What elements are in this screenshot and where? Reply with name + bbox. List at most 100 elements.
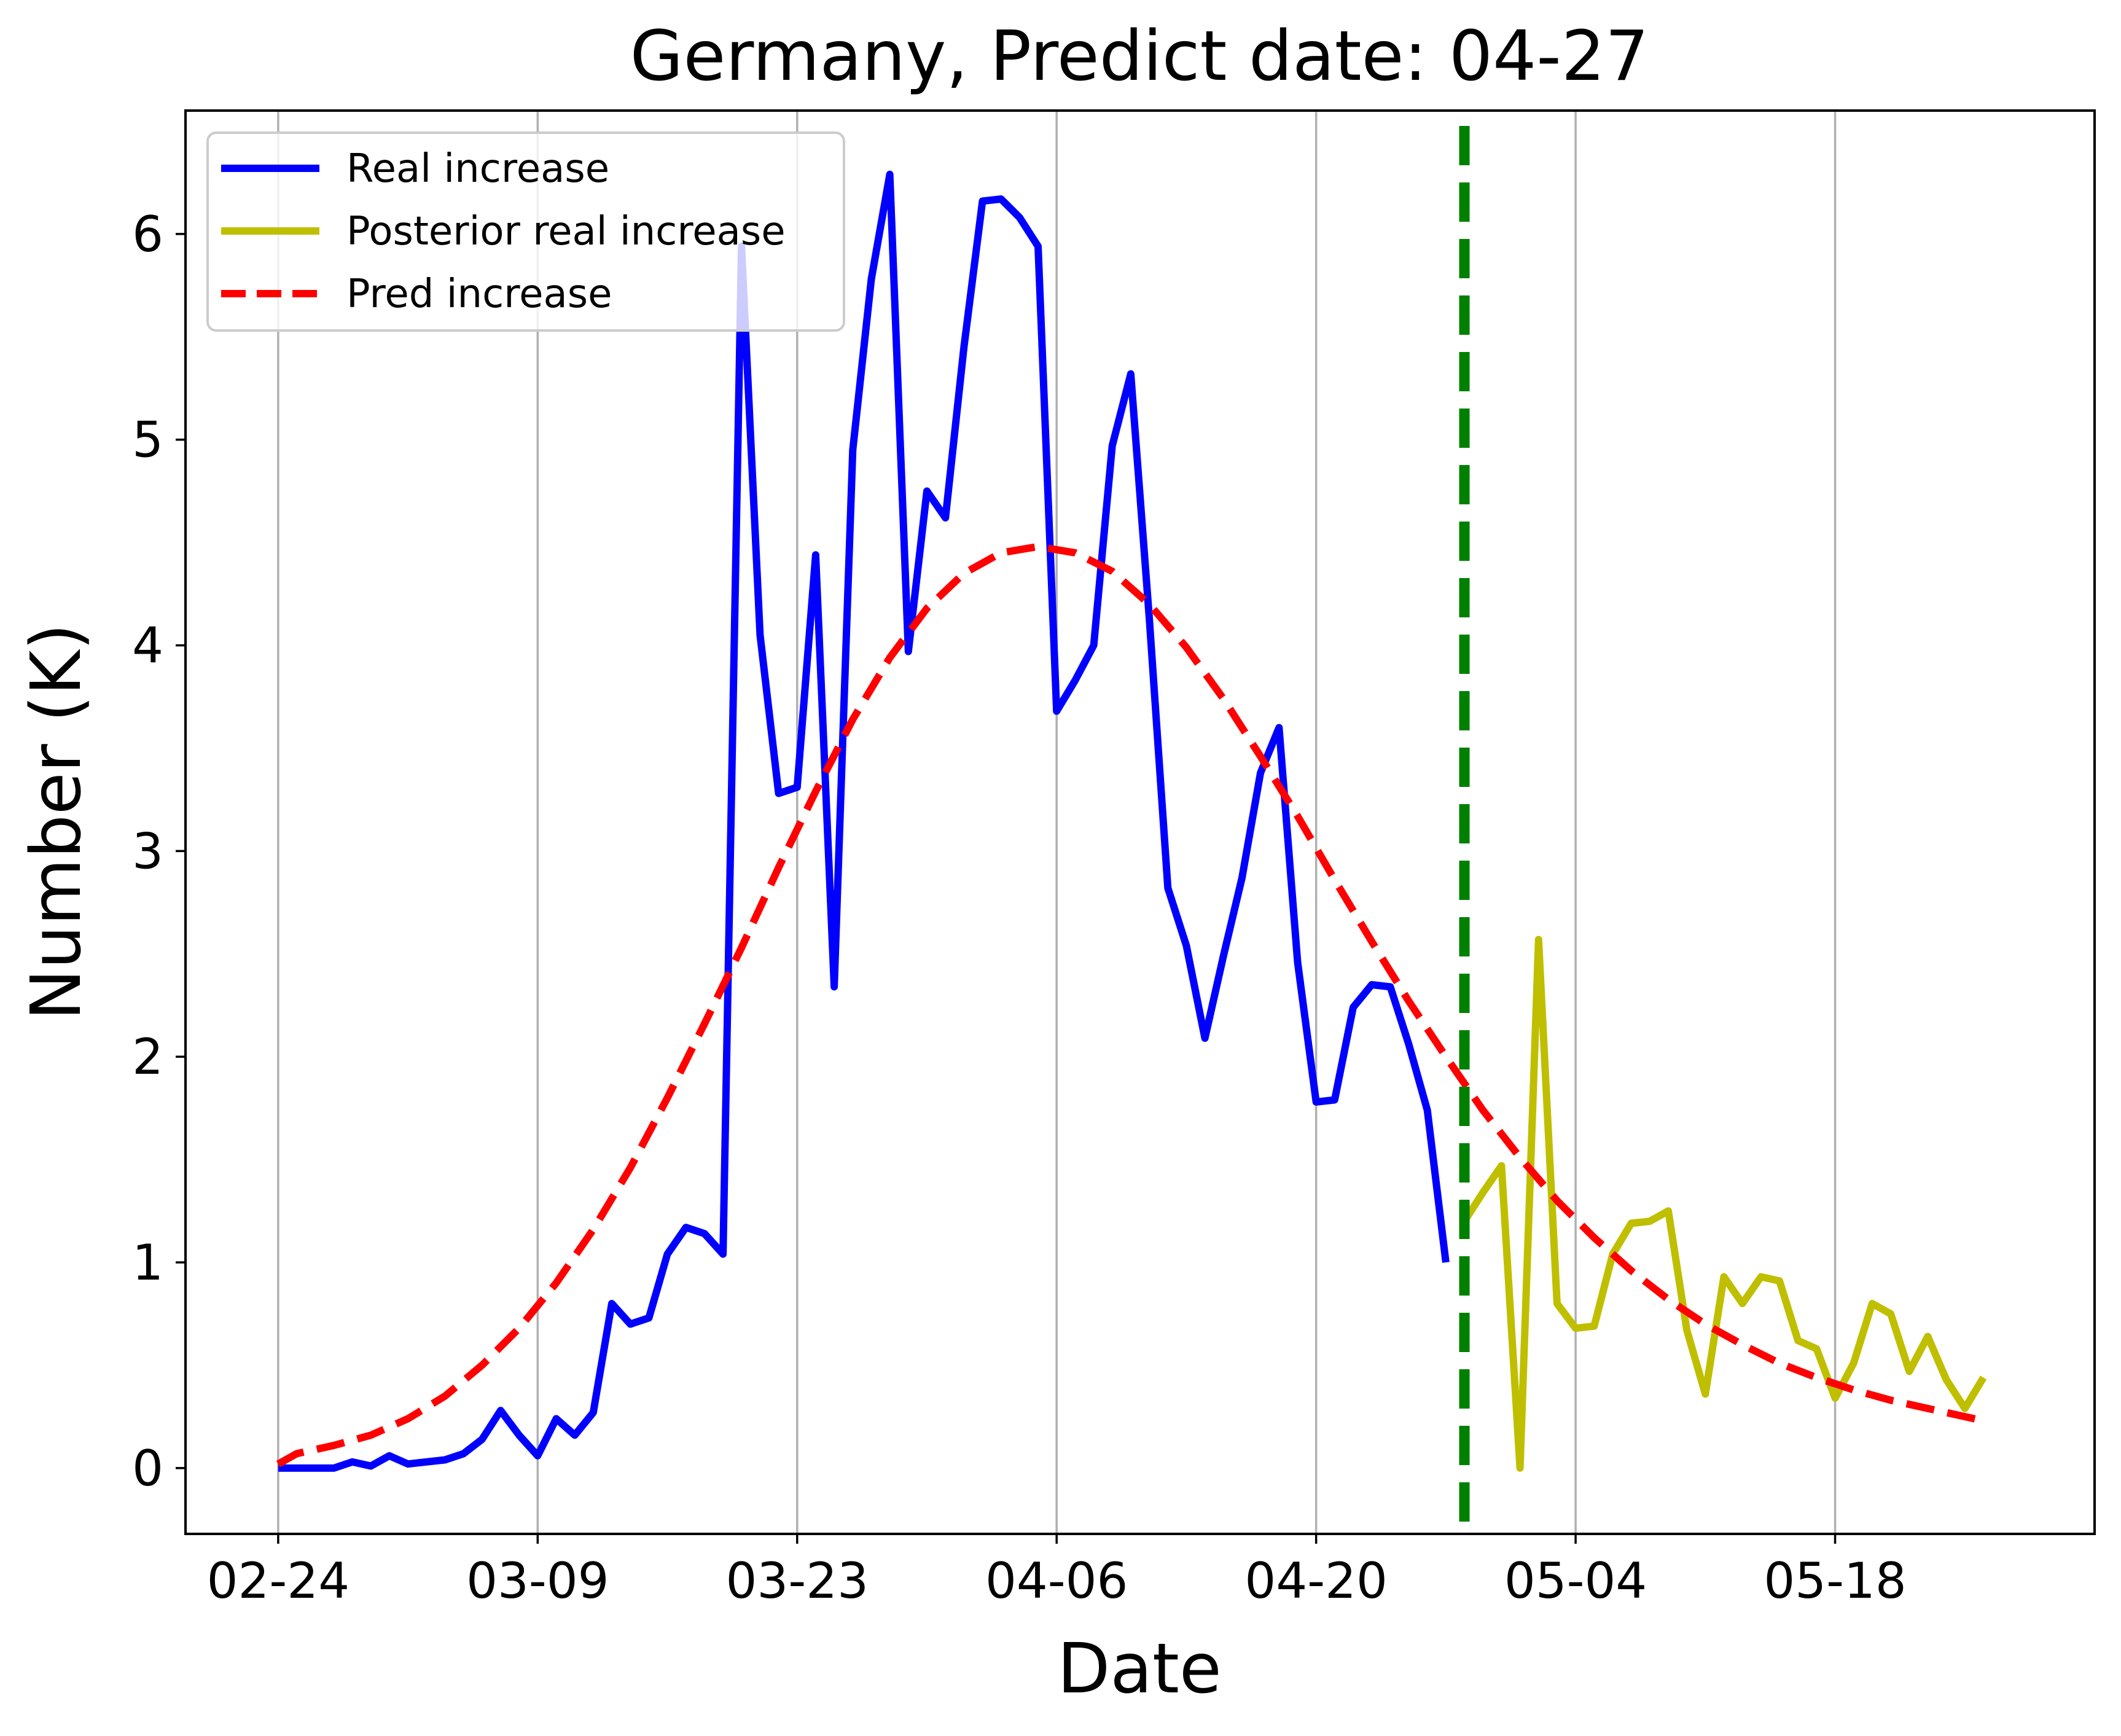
data-point (574, 1434, 576, 1436)
data-point (963, 573, 964, 574)
data-point (407, 1463, 408, 1464)
data-point (1705, 1324, 1706, 1325)
data-point (1593, 1326, 1595, 1327)
series-1 (1461, 936, 1987, 1472)
series-line (1461, 936, 1987, 1472)
data-point (1316, 1101, 1317, 1103)
data-point (1908, 1371, 1910, 1372)
data-point (1260, 772, 1261, 773)
y-tick-label: 3 (132, 823, 163, 880)
series-layer (276, 170, 1987, 1472)
data-point (1019, 217, 1020, 218)
data-point (1037, 546, 1039, 547)
data-point (667, 1254, 668, 1255)
data-point (704, 1233, 705, 1234)
data-point (982, 200, 983, 201)
data-point (1760, 1277, 1762, 1278)
y-axis-label: Number (K) (17, 624, 96, 1020)
data-point (1538, 939, 1539, 940)
data-point (1445, 1056, 1447, 1057)
data-point (1001, 552, 1002, 553)
data-point (945, 517, 946, 518)
plot-frame (184, 109, 2096, 1535)
data-point (1427, 1109, 1428, 1111)
x-tick-label: 02-24 (207, 1552, 350, 1609)
data-point (1482, 1192, 1483, 1193)
legend-label: Posterior real increase (346, 209, 786, 254)
data-point (963, 346, 964, 348)
data-point (1742, 1344, 1743, 1345)
data-point (1334, 1100, 1335, 1101)
data-point (722, 1254, 724, 1255)
data-point (1112, 571, 1113, 572)
data-point (1557, 1303, 1558, 1304)
data-point (1260, 756, 1261, 757)
data-point (1927, 1336, 1928, 1337)
data-point (1705, 1393, 1706, 1394)
y-tick-label: 4 (132, 617, 163, 674)
data-point (926, 490, 928, 491)
data-point (1167, 888, 1168, 889)
x-axis-label: Date (1057, 1629, 1222, 1709)
y-tick-label: 6 (132, 206, 163, 263)
x-tick-label: 03-23 (726, 1552, 869, 1609)
data-point (1779, 1363, 1780, 1364)
data-point (482, 1439, 483, 1440)
data-point (352, 1461, 353, 1463)
data-point (1112, 445, 1113, 447)
data-point (1835, 1398, 1836, 1399)
data-point (611, 1303, 612, 1304)
data-point (630, 1167, 631, 1168)
data-point (278, 1463, 279, 1464)
data-point (518, 1434, 520, 1436)
data-point (871, 279, 872, 280)
data-point (1946, 1379, 1947, 1380)
series-line (278, 170, 1450, 1472)
data-point (908, 651, 909, 652)
data-point (1074, 552, 1076, 553)
data-point (1297, 816, 1299, 817)
data-point (815, 791, 816, 792)
series-0 (278, 170, 1450, 1472)
data-point (667, 1097, 668, 1098)
data-point (333, 1468, 334, 1469)
data-point (1408, 1001, 1410, 1002)
y-tick-label: 1 (132, 1234, 163, 1291)
x-axis: 02-24 03-09 03-23 04-06 04-20 05-04 05-18 (207, 1534, 1907, 1609)
data-point (278, 1468, 279, 1469)
data-point (1631, 1222, 1632, 1224)
data-point (889, 174, 891, 175)
data-point (778, 793, 779, 794)
data-point (834, 986, 835, 987)
data-point (1724, 1277, 1725, 1278)
data-point (1205, 1038, 1206, 1039)
data-point (1334, 879, 1335, 880)
series-line (276, 542, 1985, 1468)
data-point (1520, 1157, 1521, 1158)
data-point (1149, 604, 1150, 605)
data-point (1779, 1280, 1780, 1281)
legend: Real increase Posterior real increase Pred… (206, 131, 845, 332)
data-point (1353, 1007, 1354, 1008)
data-point (1816, 1348, 1817, 1350)
data-point (1223, 698, 1224, 700)
data-point (1074, 680, 1076, 681)
data-point (1223, 955, 1224, 956)
data-point (333, 1445, 334, 1446)
data-point (926, 608, 928, 609)
data-point (1520, 1468, 1521, 1469)
data-point (1445, 1262, 1447, 1263)
data-point (444, 1396, 445, 1397)
data-point (1853, 1363, 1854, 1364)
y-axis: 0 1 2 3 4 5 6 (132, 206, 186, 1497)
data-point (686, 1227, 687, 1228)
legend-label: Pred increase (346, 272, 612, 317)
data-point (1278, 727, 1279, 729)
y-tick-label: 2 (132, 1028, 163, 1085)
data-point (444, 1460, 445, 1461)
data-point (1927, 1408, 1928, 1409)
x-tick-label: 03-09 (466, 1552, 609, 1609)
data-point (296, 1468, 297, 1469)
data-point (1056, 711, 1057, 712)
data-point (797, 787, 798, 788)
